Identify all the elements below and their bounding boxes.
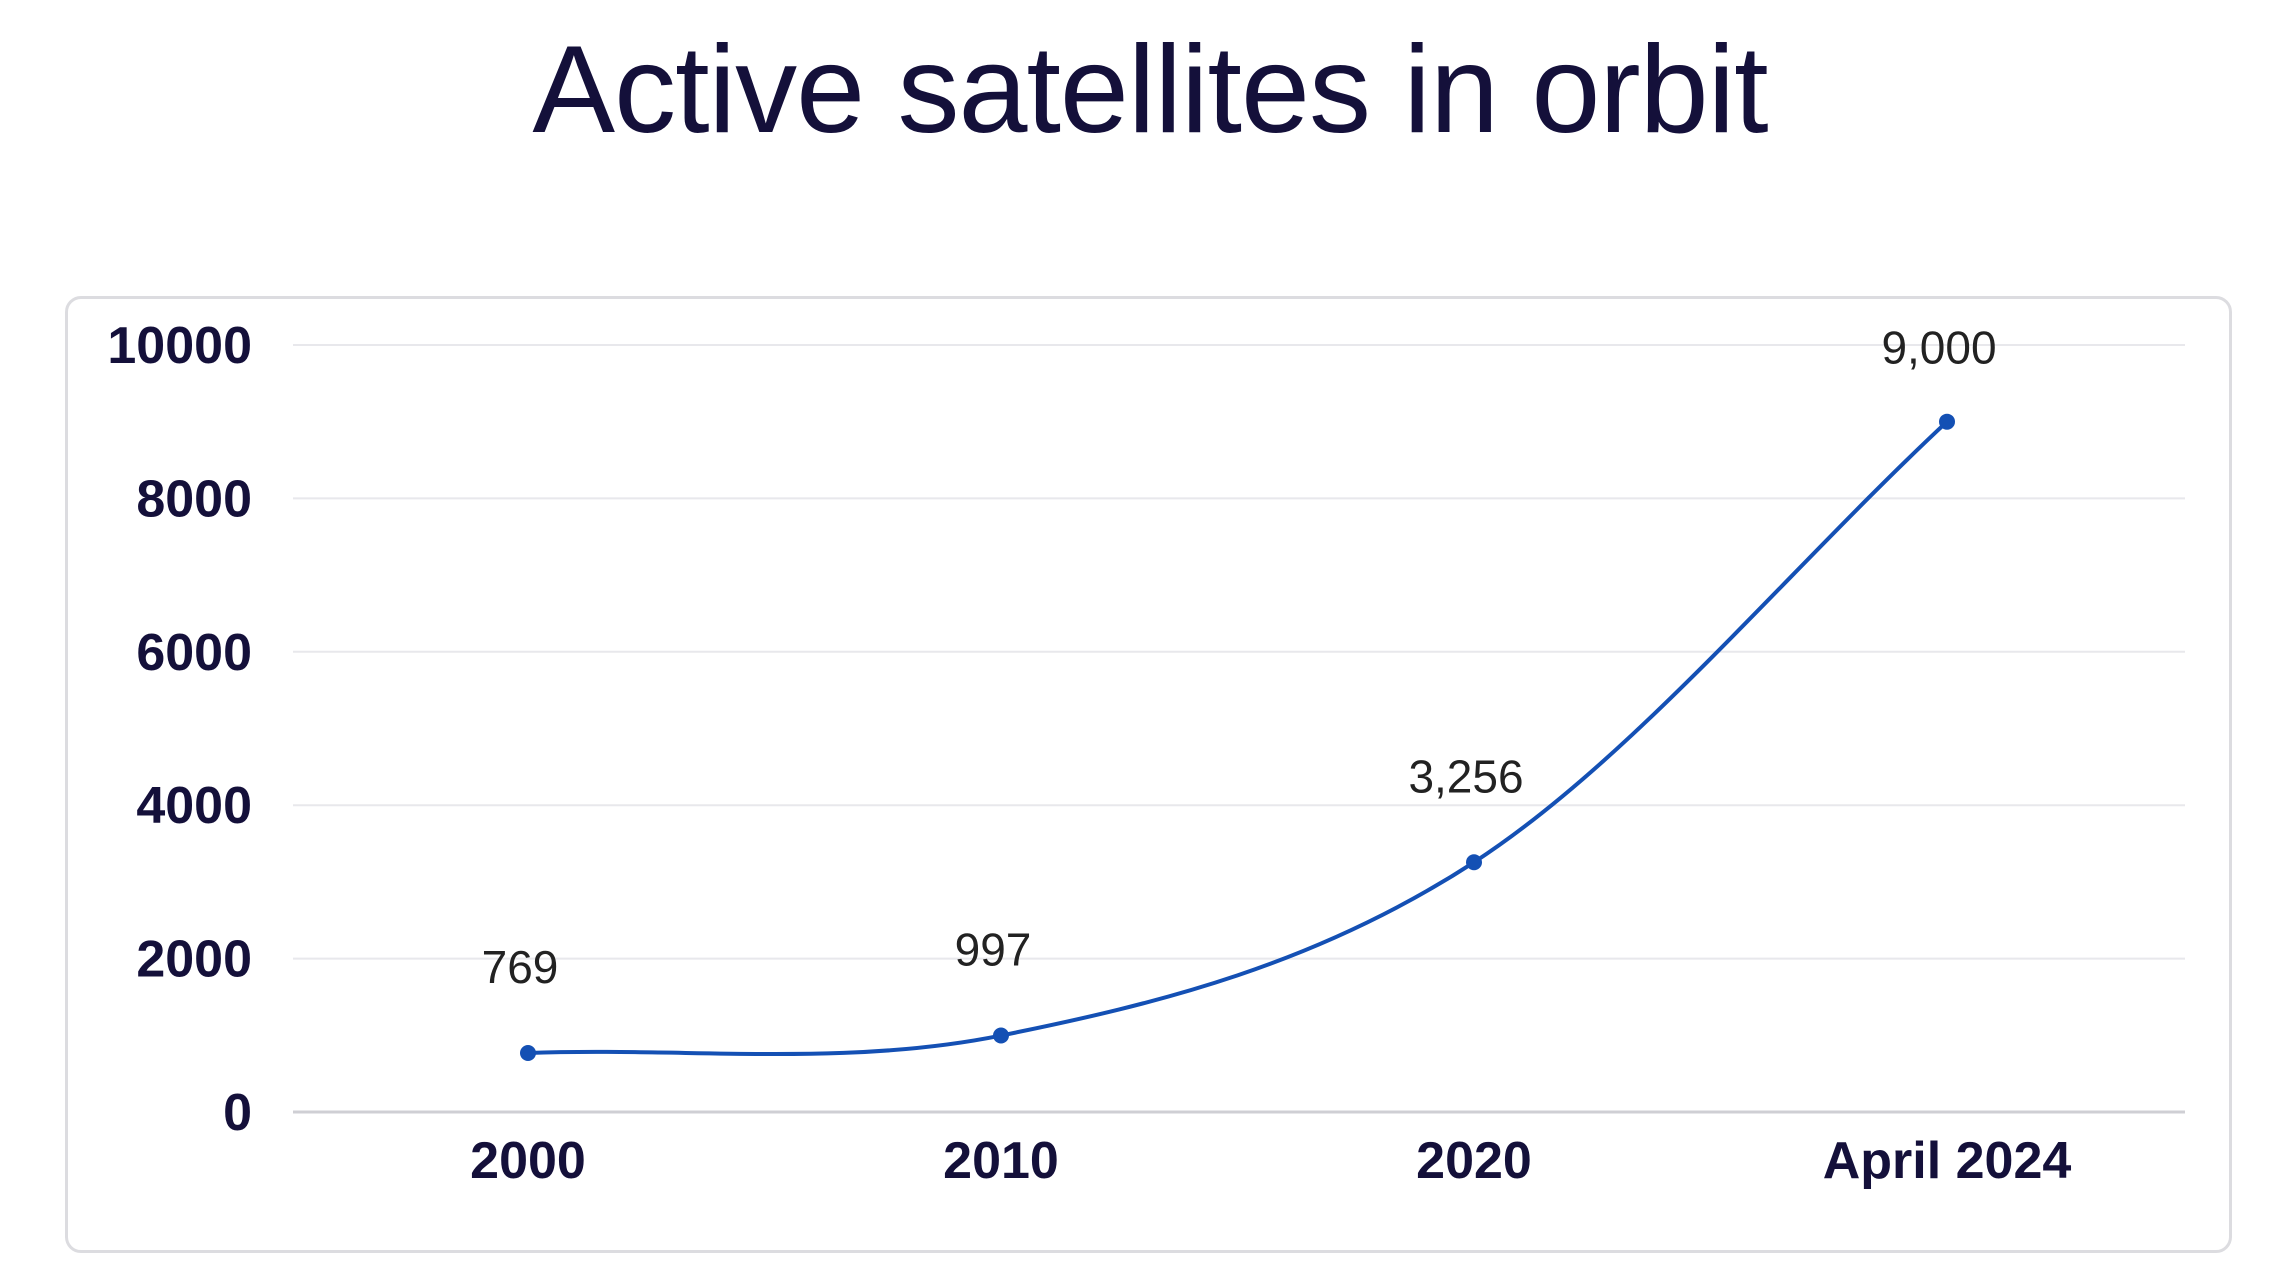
data-point xyxy=(1466,854,1482,871)
y-tick-label: 10000 xyxy=(107,317,252,375)
series-group xyxy=(520,413,1955,1062)
x-tick-label: 2010 xyxy=(943,1132,1059,1190)
data-label: 997 xyxy=(955,924,1032,976)
data-label: 9,000 xyxy=(1881,322,1996,374)
chart-title: Active satellites in orbit xyxy=(532,21,1768,159)
x-axis: 2000 2010 2020 April 2024 xyxy=(470,1132,2071,1190)
x-tick-label: 2000 xyxy=(470,1132,586,1190)
data-label: 3,256 xyxy=(1408,750,1523,802)
y-tick-label: 2000 xyxy=(136,931,252,989)
data-labels: 769 997 3,256 9,000 xyxy=(482,322,1997,993)
y-tick-label: 0 xyxy=(223,1084,252,1142)
data-point xyxy=(1939,413,1955,430)
y-axis: 0 2000 4000 6000 8000 10000 xyxy=(107,317,252,1142)
x-tick-label: April 2024 xyxy=(1823,1132,2072,1190)
y-tick-label: 8000 xyxy=(136,470,252,528)
series-line xyxy=(526,419,1949,1057)
y-tick-label: 6000 xyxy=(136,624,252,682)
data-point xyxy=(993,1027,1009,1044)
gridlines xyxy=(293,344,2185,1114)
x-tick-label: 2020 xyxy=(1416,1132,1532,1190)
chart-card xyxy=(65,296,2232,1253)
y-tick-label: 4000 xyxy=(136,777,252,835)
data-label: 769 xyxy=(482,941,559,993)
data-point xyxy=(520,1045,536,1062)
